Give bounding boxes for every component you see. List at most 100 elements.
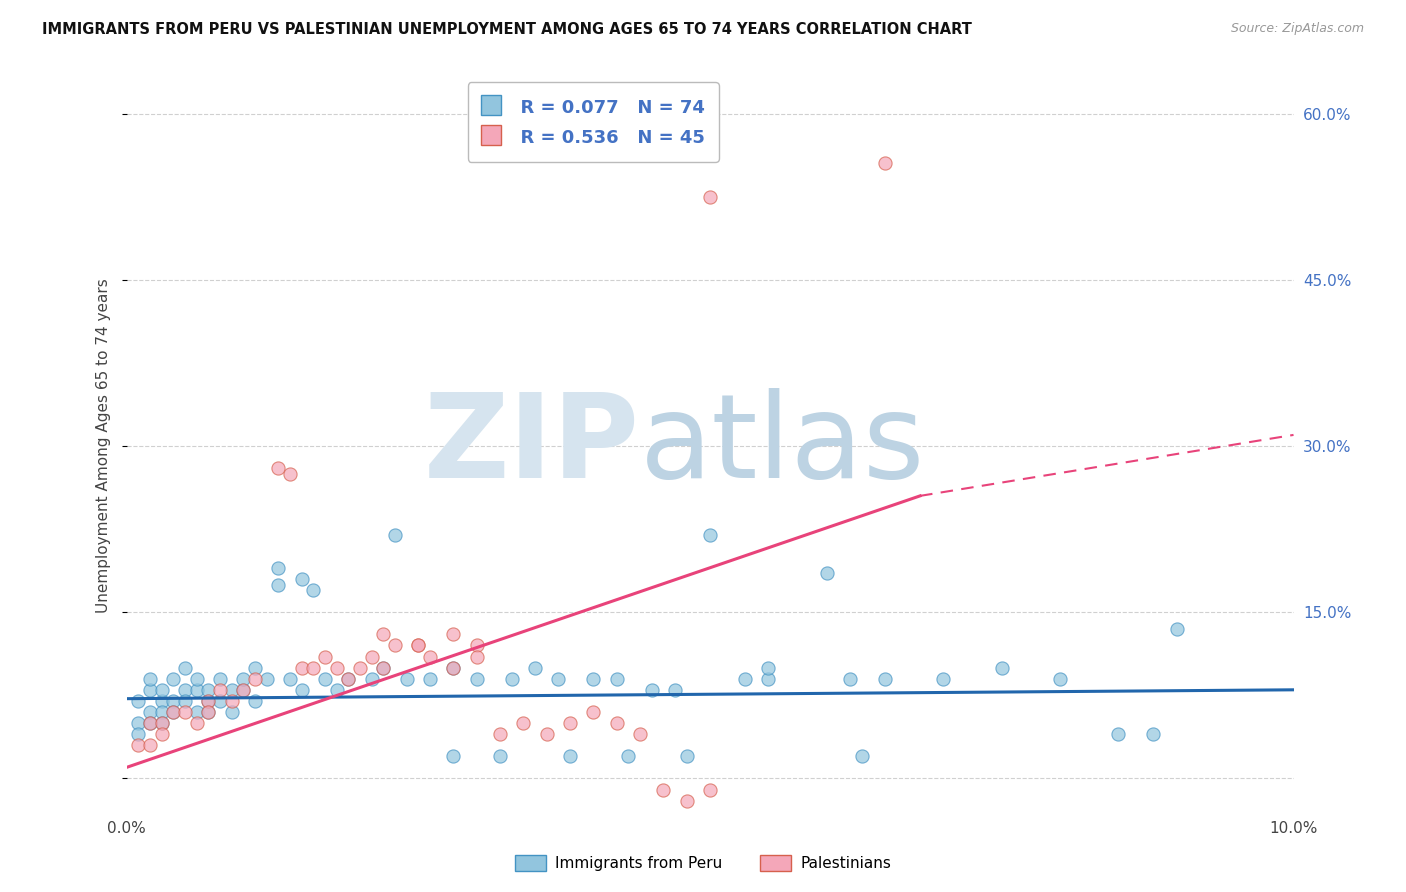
Point (127, 738, 149, 752)
Point (558, 749, 581, 764)
Point (441, 627, 464, 641)
Point (536, 727, 558, 741)
Point (558, 716, 581, 731)
Point (640, 682, 664, 697)
Point (617, 749, 640, 764)
Point (150, 682, 173, 697)
Point (395, 672, 418, 686)
Point (337, 672, 360, 686)
Point (150, 716, 173, 731)
Point (150, 727, 173, 741)
Text: atlas: atlas (640, 389, 925, 503)
Point (337, 672, 360, 686)
Y-axis label: Unemployment Among Ages 65 to 74 years: Unemployment Among Ages 65 to 74 years (96, 278, 111, 614)
Point (139, 705, 162, 719)
Point (197, 682, 219, 697)
Point (150, 705, 173, 719)
Point (208, 694, 231, 708)
Point (221, 682, 243, 697)
Point (1049, 672, 1071, 686)
Point (197, 694, 219, 708)
Point (815, 566, 838, 581)
Point (243, 694, 266, 708)
Point (465, 649, 488, 664)
Point (267, 461, 290, 475)
Point (174, 682, 197, 697)
Point (314, 672, 336, 686)
Point (139, 716, 162, 731)
Point (267, 577, 290, 591)
Point (256, 672, 278, 686)
Point (1166, 622, 1188, 636)
Point (675, 794, 697, 808)
Point (162, 705, 184, 719)
Point (384, 639, 406, 653)
Point (851, 749, 873, 764)
Point (756, 660, 779, 674)
Point (127, 727, 149, 741)
Point (186, 705, 208, 719)
Point (302, 660, 325, 674)
Point (360, 649, 382, 664)
Point (875, 156, 897, 170)
Point (174, 660, 197, 674)
Point (197, 694, 219, 708)
Point (325, 682, 347, 697)
Point (699, 527, 721, 541)
Point (465, 639, 488, 653)
Point (373, 660, 395, 674)
Point (512, 716, 534, 731)
Point (839, 672, 862, 686)
Point (174, 705, 197, 719)
Point (360, 672, 382, 686)
Point (373, 627, 395, 641)
Point (139, 738, 162, 752)
Point (243, 672, 266, 686)
Point (139, 672, 162, 686)
Point (162, 694, 184, 708)
Point (699, 189, 721, 203)
Point (419, 649, 441, 664)
Point (501, 672, 523, 686)
Legend: Immigrants from Peru, Palestinians: Immigrants from Peru, Palestinians (509, 849, 897, 877)
Point (127, 694, 149, 708)
Point (408, 639, 430, 653)
Point (932, 672, 955, 686)
Point (208, 682, 231, 697)
Point (628, 727, 651, 741)
Point (127, 716, 149, 731)
Point (441, 660, 464, 674)
Point (174, 694, 197, 708)
Point (408, 639, 430, 653)
Point (162, 705, 184, 719)
Point (441, 660, 464, 674)
Point (197, 705, 219, 719)
Point (139, 682, 162, 697)
Point (221, 694, 243, 708)
Point (208, 672, 231, 686)
Point (349, 660, 371, 674)
Point (524, 660, 547, 674)
Point (675, 749, 697, 764)
Point (875, 672, 897, 686)
Point (186, 682, 208, 697)
Point (1108, 727, 1130, 741)
Text: IMMIGRANTS FROM PERU VS PALESTINIAN UNEMPLOYMENT AMONG AGES 65 TO 74 YEARS CORRE: IMMIGRANTS FROM PERU VS PALESTINIAN UNEM… (42, 22, 972, 37)
Point (150, 716, 173, 731)
Point (162, 672, 184, 686)
Point (582, 705, 605, 719)
Point (489, 727, 512, 741)
Point (990, 660, 1012, 674)
Point (221, 705, 243, 719)
Point (419, 672, 441, 686)
Point (373, 660, 395, 674)
Point (232, 672, 254, 686)
Point (664, 682, 686, 697)
Point (278, 672, 301, 686)
Point (384, 527, 406, 541)
Point (489, 749, 512, 764)
Point (232, 682, 254, 697)
Point (465, 672, 488, 686)
Point (1142, 727, 1164, 741)
Point (290, 572, 312, 586)
